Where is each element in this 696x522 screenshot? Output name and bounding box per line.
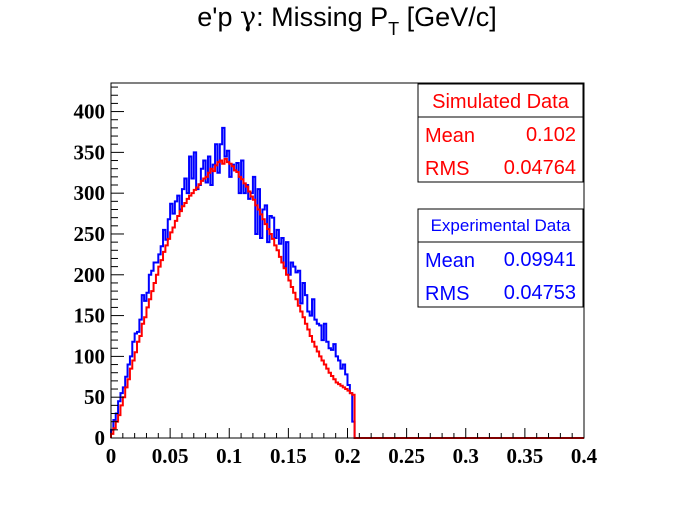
stat-box-experimental-rms-label: RMS [425, 283, 469, 305]
x-tick-label: 0.15 [270, 444, 307, 468]
x-tick-label: 0.35 [507, 444, 544, 468]
axis-layer: 0 0.05 0.1 0.15 0.2 0.25 0.3 0.35 0.4 0 50 100 150 20… [74, 86, 598, 468]
series-simulated-line [110, 157, 584, 439]
y-tick-label: 250 [74, 222, 106, 246]
stat-box-simulated-rms-value: 0.04764 [504, 157, 576, 179]
stat-box-simulated-rms-label: RMS [425, 158, 469, 180]
stat-box-simulated: Simulated Data Mean 0.102 RMS 0.04764 [417, 83, 584, 183]
y-tick-label: 200 [74, 263, 106, 287]
y-tick-label: 150 [74, 304, 106, 328]
stat-box-experimental-frame [417, 208, 584, 308]
chart-title-subscript: T [388, 19, 399, 39]
x-tick-label: 0.3 [453, 444, 479, 468]
stat-box-experimental: Experimental Data Mean 0.09941 RMS 0.047… [417, 208, 584, 308]
chart-title-post: [GeV/c] [399, 2, 497, 32]
y-tick-label: 50 [84, 385, 105, 409]
series-layer [110, 126, 584, 439]
x-tick-label: 0.2 [334, 444, 360, 468]
stat-box-experimental-mean-label: Mean [425, 250, 475, 272]
stat-box-simulated-mean-label: Mean [425, 125, 475, 147]
x-tick-label: 0 [106, 444, 117, 468]
stat-box-experimental-title: Experimental Data [431, 216, 571, 235]
chart-title: e'p γ: Missing PT [GeV/c] [197, 2, 496, 39]
x-tick-label: 0.25 [388, 444, 425, 468]
x-tick-label: 0.1 [216, 444, 242, 468]
chart-title-mid: : Missing P [256, 2, 388, 32]
y-tick-label: 100 [74, 344, 106, 368]
stat-box-experimental-mean-value: 0.09941 [504, 249, 576, 271]
stat-box-simulated-frame [417, 83, 584, 183]
x-tick-label: 0.4 [571, 444, 598, 468]
chart-title-pre: e'p [197, 2, 240, 32]
stat-box-experimental-rms-value: 0.04753 [504, 282, 576, 304]
y-tick-label: 0 [95, 426, 106, 450]
y-tick-label: 300 [74, 181, 106, 205]
x-tick-label: 0.05 [152, 444, 189, 468]
stat-box-simulated-mean-value: 0.102 [526, 124, 576, 146]
y-tick-label: 350 [74, 140, 106, 164]
y-tick-label: 400 [74, 100, 106, 124]
stat-box-simulated-title: Simulated Data [432, 91, 570, 113]
chart-title-gamma: γ [240, 2, 256, 33]
